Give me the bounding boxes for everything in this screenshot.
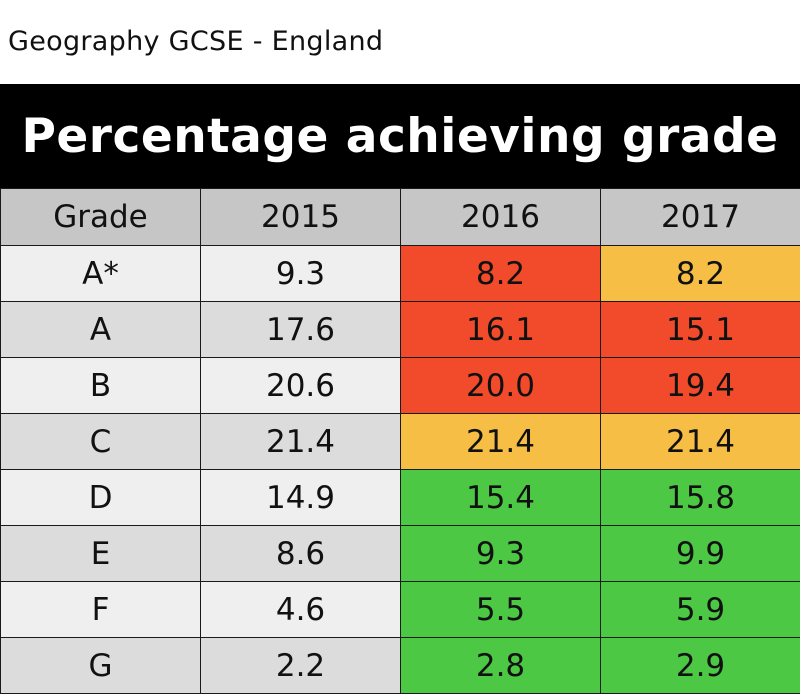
value-cell: 5.5 xyxy=(400,581,601,638)
value-cell: 8.2 xyxy=(400,245,601,302)
value-cell: 21.4 xyxy=(600,413,800,470)
value-cell: 4.6 xyxy=(200,581,401,638)
value-cell: 5.9 xyxy=(600,581,800,638)
table-row: E 8.6 9.3 9.9 xyxy=(0,525,800,582)
table-row: B 20.6 20.0 19.4 xyxy=(0,357,800,414)
table-body: A* 9.3 8.2 8.2 A 17.6 16.1 15.1 B 20.6 20.0 19.4 C 21… xyxy=(0,245,800,694)
value-cell: 15.8 xyxy=(600,469,800,526)
value-cell: 21.4 xyxy=(400,413,601,470)
value-cell: 17.6 xyxy=(200,301,401,358)
value-cell: 20.6 xyxy=(200,357,401,414)
table-row: A 17.6 16.1 15.1 xyxy=(0,301,800,358)
value-cell: 15.1 xyxy=(600,301,800,358)
header-row: Grade 2015 2016 2017 xyxy=(0,188,800,246)
value-cell: 8.6 xyxy=(200,525,401,582)
value-cell: 19.4 xyxy=(600,357,800,414)
table-title: Percentage achieving grade xyxy=(0,84,800,188)
grade-table: Grade 2015 2016 2017 A* 9.3 8.2 8.2 A 17.6 16.… xyxy=(0,188,800,694)
grade-cell: A* xyxy=(0,245,201,302)
grade-cell: D xyxy=(0,469,201,526)
header-year: 2016 xyxy=(400,188,601,246)
value-cell: 8.2 xyxy=(600,245,800,302)
value-cell: 15.4 xyxy=(400,469,601,526)
table-row: F 4.6 5.5 5.9 xyxy=(0,581,800,638)
grade-cell: B xyxy=(0,357,201,414)
value-cell: 2.8 xyxy=(400,637,601,694)
value-cell: 14.9 xyxy=(200,469,401,526)
header-year: 2017 xyxy=(600,188,800,246)
value-cell: 21.4 xyxy=(200,413,401,470)
grade-cell: A xyxy=(0,301,201,358)
table-row: A* 9.3 8.2 8.2 xyxy=(0,245,800,302)
table-row: C 21.4 21.4 21.4 xyxy=(0,413,800,470)
grade-cell: C xyxy=(0,413,201,470)
table-row: G 2.2 2.8 2.9 xyxy=(0,637,800,694)
table-row: D 14.9 15.4 15.8 xyxy=(0,469,800,526)
value-cell: 2.9 xyxy=(600,637,800,694)
header-year: 2015 xyxy=(200,188,401,246)
value-cell: 2.2 xyxy=(200,637,401,694)
grade-cell: F xyxy=(0,581,201,638)
value-cell: 9.9 xyxy=(600,525,800,582)
grade-cell: G xyxy=(0,637,201,694)
page-subtitle: Geography GCSE - England xyxy=(8,26,384,57)
value-cell: 9.3 xyxy=(400,525,601,582)
grade-cell: E xyxy=(0,525,201,582)
value-cell: 16.1 xyxy=(400,301,601,358)
header-grade: Grade xyxy=(0,188,201,246)
value-cell: 9.3 xyxy=(200,245,401,302)
value-cell: 20.0 xyxy=(400,357,601,414)
grade-table-container: Percentage achieving grade Grade 2015 20… xyxy=(0,84,800,696)
